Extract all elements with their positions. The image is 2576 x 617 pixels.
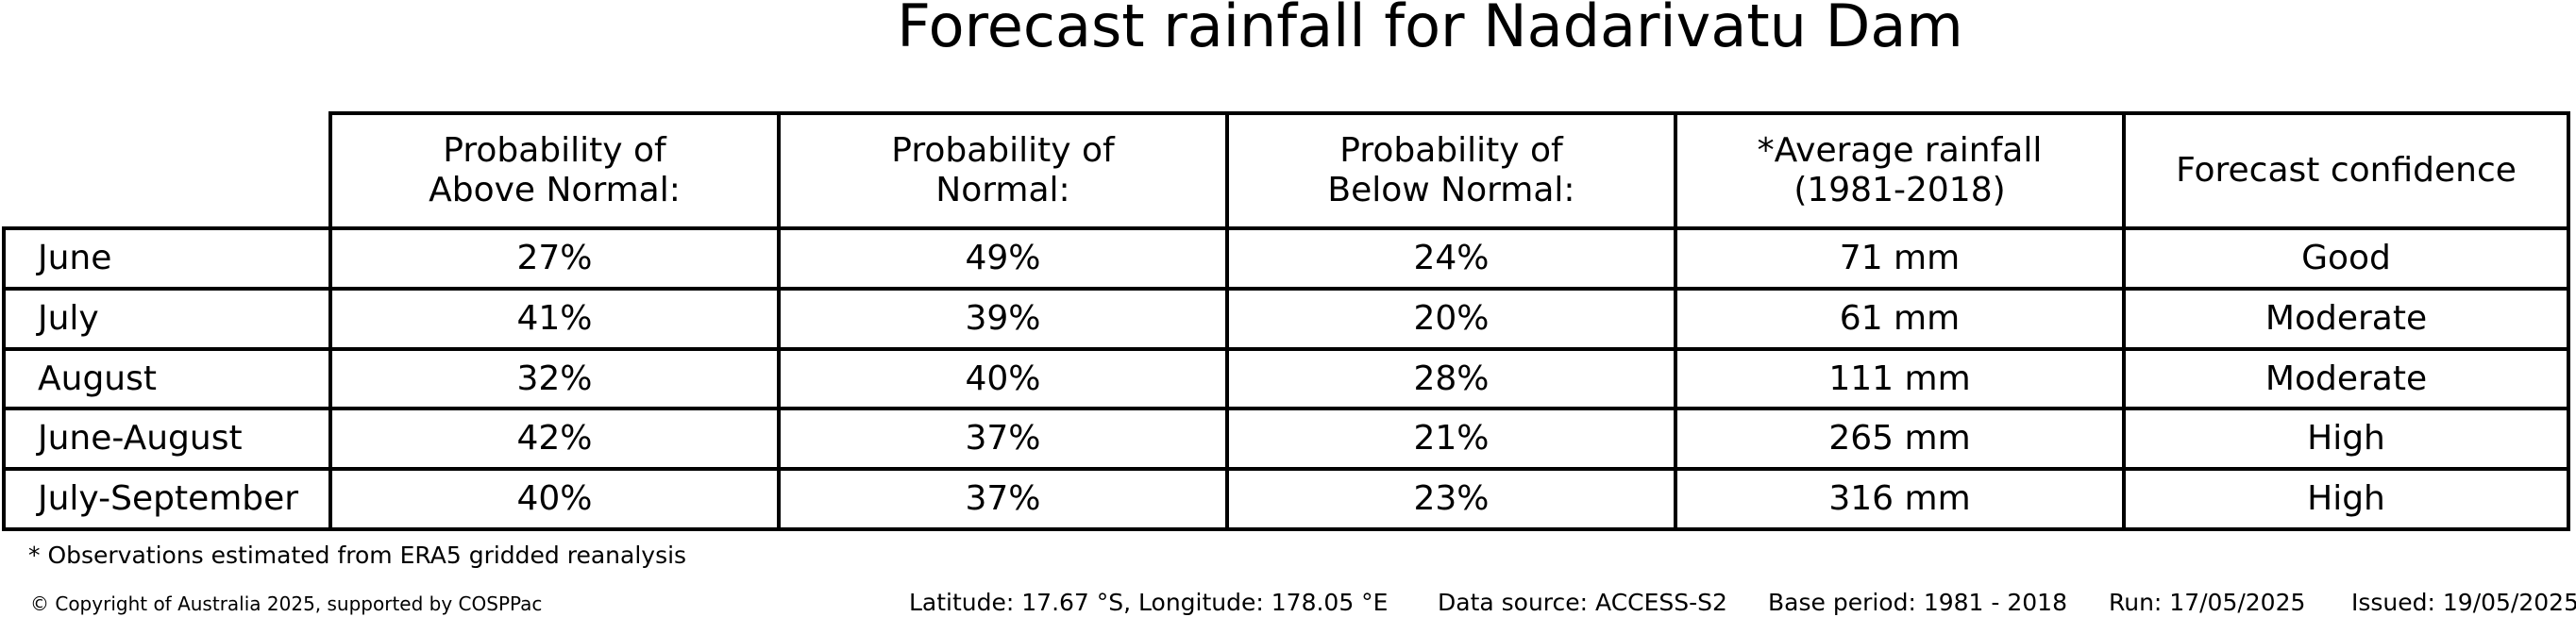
cell-normal: 39% bbox=[777, 287, 1225, 347]
header-forecast-confidence: Forecast confidence bbox=[2122, 111, 2570, 226]
cell-forecast-confidence: Moderate bbox=[2122, 347, 2570, 408]
cell-forecast-confidence: Moderate bbox=[2122, 287, 2570, 347]
row-label: August bbox=[2, 347, 328, 408]
row-label: July bbox=[2, 287, 328, 347]
header-below-normal: Probability of Below Normal: bbox=[1225, 111, 1674, 226]
cell-normal: 37% bbox=[777, 467, 1225, 531]
cell-normal: 49% bbox=[777, 226, 1225, 287]
cell-above-normal: 41% bbox=[328, 287, 777, 347]
header-average-rainfall: *Average rainfall (1981-2018) bbox=[1674, 111, 2122, 226]
chart-title: Forecast rainfall for Nadarivatu Dam bbox=[897, 0, 1963, 60]
cell-normal: 37% bbox=[777, 407, 1225, 467]
cell-forecast-confidence: Good bbox=[2122, 226, 2570, 287]
cell-average-rainfall: 265 mm bbox=[1674, 407, 2122, 467]
header-normal: Probability of Normal: bbox=[777, 111, 1225, 226]
base-period: Base period: 1981 - 2018 bbox=[1768, 589, 2067, 616]
cell-forecast-confidence: High bbox=[2122, 407, 2570, 467]
cell-normal: 40% bbox=[777, 347, 1225, 408]
cell-below-normal: 20% bbox=[1225, 287, 1674, 347]
cell-above-normal: 27% bbox=[328, 226, 777, 287]
cell-below-normal: 23% bbox=[1225, 467, 1674, 531]
run-date: Run: 17/05/2025 bbox=[2109, 589, 2306, 616]
header-above-normal: Probability of Above Normal: bbox=[328, 111, 777, 226]
row-label: June bbox=[2, 226, 328, 287]
location-coordinates: Latitude: 17.67 °S, Longitude: 178.05 °E bbox=[909, 589, 1389, 616]
row-label: July-September bbox=[2, 467, 328, 531]
copyright-notice: © Copyright of Australia 2025, supported… bbox=[30, 592, 543, 615]
cell-above-normal: 32% bbox=[328, 347, 777, 408]
cell-average-rainfall: 316 mm bbox=[1674, 467, 2122, 531]
cell-forecast-confidence: High bbox=[2122, 467, 2570, 531]
cell-below-normal: 21% bbox=[1225, 407, 1674, 467]
cell-average-rainfall: 71 mm bbox=[1674, 226, 2122, 287]
cell-average-rainfall: 61 mm bbox=[1674, 287, 2122, 347]
cell-below-normal: 28% bbox=[1225, 347, 1674, 408]
cell-above-normal: 42% bbox=[328, 407, 777, 467]
data-source: Data source: ACCESS-S2 bbox=[1438, 589, 1727, 616]
issued-date: Issued: 19/05/2025 bbox=[2351, 589, 2576, 616]
footnote: * Observations estimated from ERA5 gridd… bbox=[28, 542, 687, 569]
cell-above-normal: 40% bbox=[328, 467, 777, 531]
cell-below-normal: 24% bbox=[1225, 226, 1674, 287]
cell-average-rainfall: 111 mm bbox=[1674, 347, 2122, 408]
row-label: June-August bbox=[2, 407, 328, 467]
